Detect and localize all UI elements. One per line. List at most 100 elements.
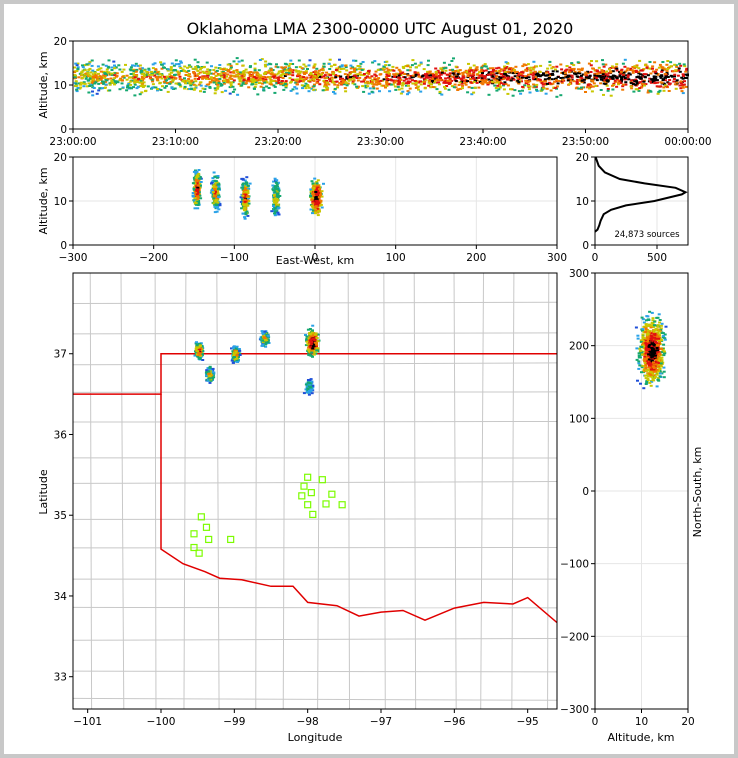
eastwest-cell [244,189,248,192]
time-altitude-cell [198,83,202,86]
eastwest-cell [240,207,244,210]
time-altitude-cell [284,72,288,75]
time-altitude-cell [156,71,160,74]
time-altitude-cell [387,75,391,77]
time-altitude-cell [407,84,410,87]
time-altitude-cell [555,70,559,73]
time-altitude-cell [281,67,285,70]
time-altitude-cell [587,77,591,80]
plan-view-cell [208,375,212,378]
time-altitude-cell [104,80,108,83]
time-altitude-cell [332,72,336,75]
time-altitude-cell [88,61,92,64]
eastwest-cell [311,182,315,185]
time-altitude-cell [617,83,620,86]
time-altitude-cell [399,78,403,81]
time-altitude-cell [331,70,335,73]
eastwest-cell [198,176,202,179]
time-altitude-cell [637,70,641,73]
time-altitude-cell [215,69,219,72]
time-altitude-cell [436,69,440,72]
time-altitude-cell [468,72,472,75]
eastwest-cell [246,190,250,193]
eastwest-cell [192,187,196,190]
time-altitude-cell [431,86,435,88]
time-altitude-cell [509,79,513,82]
eastwest-cell [248,182,252,185]
time-altitude-cell [279,75,283,78]
time-altitude-cell [450,75,454,78]
time-altitude-cell [244,68,248,71]
time-altitude-cell [595,60,599,63]
time-altitude-cell [185,71,189,73]
time-altitude-cell [504,70,507,73]
time-altitude-cell [214,89,218,92]
time-altitude-x-tick-label: 00:00:00 [664,136,711,148]
time-altitude-cell [75,88,79,91]
plan-view-cell [306,387,310,390]
time-altitude-cell [300,84,304,87]
time-altitude-cell [427,80,431,83]
time-altitude-cell [378,73,382,76]
time-altitude-cell [194,65,198,68]
time-altitude-cell [159,61,163,64]
plan-view-y-tick-label: 34 [54,591,68,603]
time-altitude-cell [91,94,95,97]
time-altitude-cell [232,69,236,72]
time-altitude-cell [384,86,387,89]
time-altitude-cell [506,76,510,79]
time-altitude-cell [581,73,585,76]
eastwest-cell [216,201,220,204]
time-altitude-cell [254,81,258,84]
time-altitude-cell [304,82,308,85]
eastwest-cell [311,197,315,200]
eastwest-cell [242,182,246,185]
time-altitude-cell [213,92,217,95]
eastwest-cell [312,198,316,201]
time-altitude-cell [102,81,106,84]
time-altitude-cell [105,70,109,73]
time-altitude-cell [140,71,143,74]
time-altitude-cell [325,71,329,74]
time-altitude-cell [291,71,295,74]
eastwest-cell [193,186,197,189]
time-altitude-cell [406,69,410,72]
time-altitude-cell [644,73,648,76]
time-altitude-cell [567,71,571,74]
time-altitude-cell [131,77,135,80]
time-altitude-cell [411,82,415,85]
time-altitude-cell [136,85,140,88]
plan-view-x-tick-label: −95 [517,716,539,728]
time-altitude-cell [200,76,204,79]
time-altitude-cell [346,82,350,85]
time-altitude-cell [488,73,492,76]
time-altitude-cell [440,71,444,74]
time-altitude-cell [520,71,524,74]
time-altitude-cell [302,84,306,87]
time-altitude-cell [397,74,401,77]
time-altitude-cell [169,68,173,71]
lma-figure: Oklahoma LMA 2300-0000 UTC August 01, 20… [37,19,712,744]
time-altitude-cell [351,82,355,85]
time-altitude-cell [185,79,189,82]
time-altitude-cell [599,78,603,81]
eastwest-cell [314,196,318,199]
time-altitude-cell [643,84,646,87]
eastwest-cell [198,183,202,186]
time-altitude-cell [637,89,641,92]
time-altitude-cell [318,75,322,78]
time-altitude-cell [353,68,356,70]
time-altitude-cell [535,72,539,75]
time-altitude-cell [170,76,174,79]
time-altitude-cell [426,76,430,79]
time-altitude-cell [673,83,677,86]
time-altitude-cell [526,84,530,87]
time-altitude-cell [198,68,202,71]
eastwest-cell [313,202,317,205]
time-altitude-cell [417,75,421,78]
time-altitude-cell [434,75,438,78]
time-altitude-cell [306,85,310,87]
time-altitude-cell [280,66,284,69]
eastwest-cell [274,200,278,203]
time-altitude-cell [521,89,524,92]
